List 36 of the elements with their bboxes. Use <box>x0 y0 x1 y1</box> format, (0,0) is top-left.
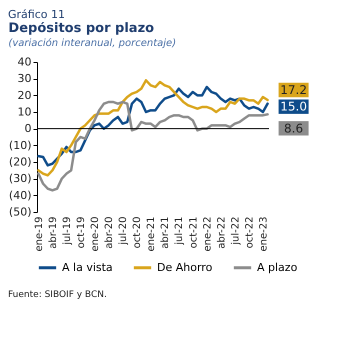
x-tick-label: abr-22 <box>216 216 228 249</box>
x-tick-label: jul-19 <box>62 216 73 246</box>
y-tick-label: (10) <box>8 138 32 152</box>
x-tick-label: oct-20 <box>132 216 144 248</box>
legend-label: De Ahorro <box>157 260 213 274</box>
x-tick-label: abr-20 <box>104 216 116 249</box>
y-tick-label: 30 <box>18 72 32 86</box>
data-label: 17.2 <box>280 83 307 97</box>
x-tick-label: oct-19 <box>76 216 87 248</box>
x-tick-label: oct-21 <box>188 216 200 248</box>
source-note: Fuente: SIBOIF y BCN. <box>8 290 108 300</box>
data-label: 15.0 <box>280 100 307 114</box>
x-tick-label: ene-19 <box>34 216 45 252</box>
y-tick-label: 10 <box>18 106 32 118</box>
y-tick-label: 0 <box>24 122 32 136</box>
x-tick-label: ene-21 <box>146 216 158 252</box>
y-tick-label: (40) <box>8 188 32 202</box>
x-tick-label: oct-22 <box>244 216 256 248</box>
legend-label: A la vista <box>62 260 113 274</box>
x-tick-label: ene-23 <box>258 216 270 252</box>
data-label: 8.6 <box>284 121 304 136</box>
text: Gráfico 11 <box>8 8 66 22</box>
x-tick-label: abr-21 <box>160 216 172 249</box>
y-tick-label: (50) <box>8 206 32 218</box>
x-tick-label: ene-22 <box>202 216 214 252</box>
x-tick-label: jul-21 <box>174 216 186 246</box>
y-tick-label: (20) <box>8 156 32 168</box>
chart-subtitle: (variación interanual, porcentaje) <box>8 38 176 49</box>
y-tick-label: 20 <box>18 88 32 102</box>
y-tick-label: (30) <box>8 172 32 186</box>
legend-label: A plazo <box>257 260 298 274</box>
x-tick-label: ene-20 <box>90 216 102 252</box>
y-tick-label: 40 <box>18 56 32 68</box>
x-tick-label: jul-20 <box>118 216 130 246</box>
x-tick-label: jul-22 <box>230 216 242 246</box>
x-tick-label: abr-19 <box>48 216 59 249</box>
